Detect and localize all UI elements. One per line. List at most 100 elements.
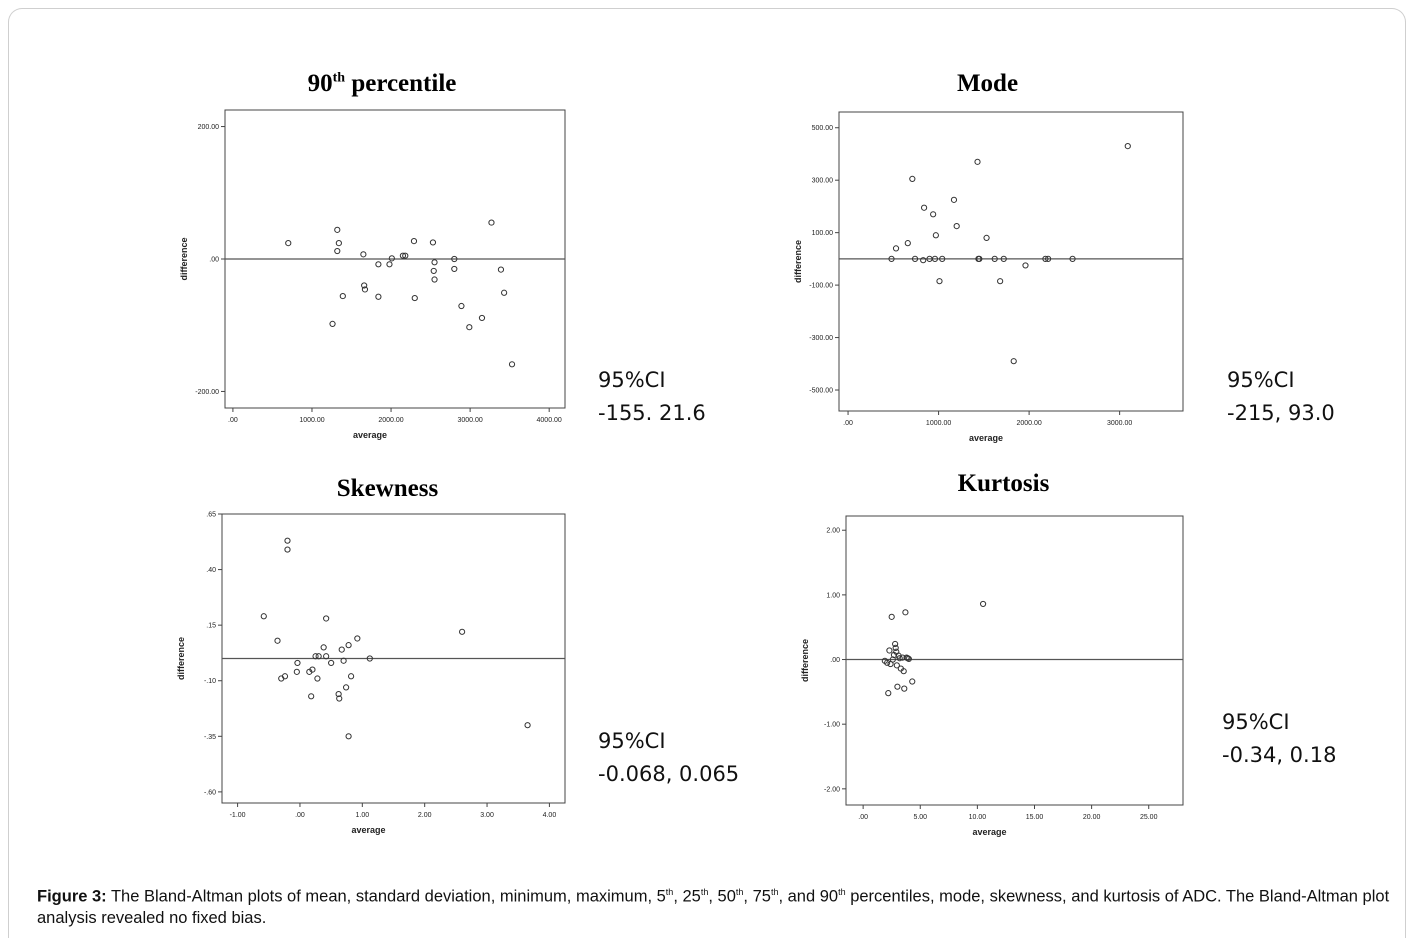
caption-text: percentiles, mode, skewness, and kurtosi… — [37, 887, 1390, 927]
data-point — [901, 685, 908, 692]
x-tick-label: -1.00 — [230, 812, 246, 819]
data-point — [329, 320, 336, 327]
x-tick-label: 25.00 — [1140, 814, 1158, 821]
title-p90-main: 90 — [307, 70, 333, 97]
data-point — [904, 240, 911, 247]
y-tick-label: -500.00 — [809, 388, 833, 395]
data-point — [451, 265, 458, 273]
y-tick-label: -100.00 — [809, 283, 833, 290]
data-point — [339, 292, 346, 300]
y-tick-label: -2.00 — [824, 786, 840, 793]
x-tick-label: 1000.00 — [926, 420, 951, 427]
data-point — [894, 683, 901, 690]
data-point — [320, 644, 327, 651]
caption-sup: th — [700, 887, 709, 897]
data-point — [431, 276, 438, 283]
data-point — [360, 251, 367, 258]
data-point — [1022, 262, 1029, 269]
x-tick-label: 3000.00 — [1107, 420, 1132, 427]
x-tick-label: 2000.00 — [378, 417, 403, 424]
figure-frame — [8, 8, 1406, 938]
data-point — [888, 255, 895, 262]
data-point — [1042, 255, 1049, 262]
data-point — [524, 722, 531, 729]
ci-label: 95%CI — [1222, 710, 1290, 734]
data-point — [347, 673, 355, 680]
y-axis-label: difference — [800, 639, 810, 682]
data-point — [1010, 358, 1017, 365]
data-point — [488, 219, 495, 226]
data-point — [386, 261, 393, 268]
y-tick-label: 200.00 — [198, 124, 220, 131]
data-point — [281, 673, 289, 680]
y-tick-label: 1.00 — [826, 592, 840, 599]
y-tick-label: .40 — [206, 567, 216, 574]
x-axis-label: average — [353, 430, 387, 440]
data-point — [478, 314, 486, 322]
data-point — [335, 240, 342, 247]
caption-text: The Bland-Altman plots of mean, standard… — [106, 887, 666, 906]
caption-text: , 75 — [743, 887, 771, 906]
data-point — [458, 302, 465, 310]
data-point — [909, 175, 916, 182]
y-tick-label: 100.00 — [812, 230, 834, 237]
data-point — [451, 255, 458, 263]
y-tick-label: -.60 — [204, 789, 216, 796]
title-p90-rest: percentile — [345, 70, 457, 97]
data-point — [335, 690, 342, 698]
data-point — [334, 226, 341, 233]
data-point — [905, 655, 912, 662]
y-tick-label: .00 — [830, 657, 840, 664]
data-point — [953, 222, 960, 230]
data-point — [410, 238, 418, 245]
y-tick-label: -200.00 — [195, 389, 219, 396]
caption-sup: th — [838, 887, 846, 897]
data-point — [293, 668, 300, 675]
y-tick-label: .65 — [206, 512, 216, 519]
title-p90-sup: th — [332, 70, 346, 86]
x-axis-label: average — [969, 433, 1003, 443]
data-point — [430, 267, 437, 275]
data-point — [328, 659, 335, 667]
x-axis-label: average — [972, 827, 1006, 837]
ci-value: -155. 21.6 — [598, 401, 706, 425]
data-point — [345, 642, 352, 649]
data-point — [892, 640, 899, 648]
x-tick-label: .00 — [843, 420, 853, 427]
data-point — [939, 255, 946, 262]
data-point — [314, 675, 321, 682]
data-point — [884, 659, 891, 666]
data-point — [375, 293, 382, 300]
data-point — [334, 247, 341, 255]
data-point — [893, 662, 900, 669]
data-point — [323, 653, 330, 660]
data-point — [997, 278, 1004, 285]
data-point — [892, 644, 899, 651]
x-tick-label: 1.00 — [356, 812, 370, 819]
data-point — [429, 239, 437, 246]
data-point — [976, 255, 983, 262]
data-point — [911, 255, 919, 262]
ci-label: 95%CI — [598, 729, 666, 753]
data-point — [466, 324, 473, 331]
data-point — [375, 261, 382, 268]
figure-caption: Figure 3: The Bland-Altman plots of mean… — [37, 882, 1397, 929]
data-point — [896, 655, 903, 662]
data-point — [459, 628, 466, 635]
data-point — [294, 659, 301, 667]
data-point — [974, 158, 981, 165]
ci-block-skew: 95%CI -0.068, 0.065 — [598, 725, 739, 791]
ci-value: -215, 93.0 — [1227, 401, 1335, 425]
data-point — [431, 259, 438, 266]
data-point — [950, 196, 958, 203]
ci-block-mode: 95%CI -215, 93.0 — [1227, 364, 1335, 430]
data-point — [932, 232, 939, 239]
data-point — [885, 690, 892, 697]
plot-area — [845, 515, 1184, 806]
data-point — [902, 609, 909, 616]
y-tick-label: 2.00 — [826, 528, 840, 535]
data-point — [920, 257, 927, 264]
x-tick-label: 5.00 — [913, 814, 927, 821]
